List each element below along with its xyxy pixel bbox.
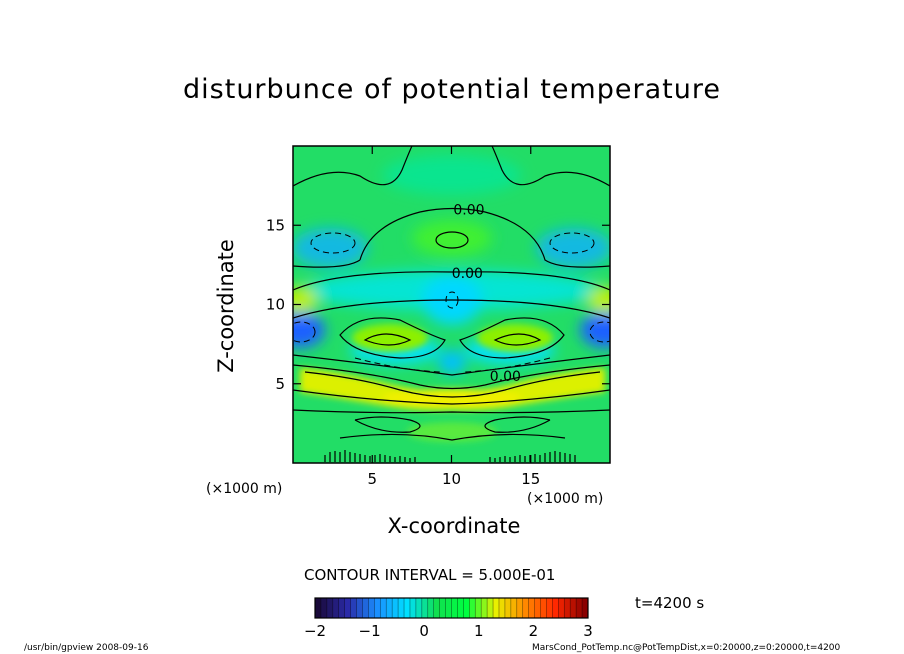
- colorbar-tick-label: 2: [529, 622, 539, 640]
- colorbar-segment: [362, 598, 369, 618]
- heatmap-field: [293, 146, 610, 463]
- colorbar-segment: [315, 598, 322, 618]
- colorbar-segment: [368, 598, 375, 618]
- colorbar-segment: [386, 598, 393, 618]
- x-unit-left: (×1000 m): [206, 481, 283, 497]
- colorbar-segment: [356, 598, 363, 618]
- y-tick-label: 10: [266, 296, 285, 314]
- y-axis-label: Z-coordinate: [214, 239, 238, 373]
- footer-program-date: /usr/bin/gpview 2008-09-16: [24, 643, 149, 653]
- colorbar-segment: [409, 598, 417, 618]
- negative-contours: [293, 232, 610, 373]
- x-axis-label: X-coordinate: [387, 514, 521, 538]
- colorbar-segment: [570, 598, 577, 618]
- colorbar-segment: [445, 598, 452, 618]
- colorbar-segment: [326, 598, 334, 618]
- chart-title: disturbunce of potential temperature: [183, 74, 721, 105]
- colorbar-segment: [576, 598, 583, 618]
- contour-label: 0.00: [452, 266, 483, 282]
- colorbar-segment: [439, 598, 447, 618]
- colorbar-segment: [421, 598, 429, 618]
- contour-lines: [293, 146, 610, 462]
- colorbar-tick-label: −1: [359, 622, 381, 640]
- colorbar-segment: [344, 598, 352, 618]
- colorbar-frame: [314, 597, 589, 619]
- colorbar-segment: [582, 598, 589, 618]
- colorbar-segment: [320, 598, 328, 618]
- colorbar-segment: [350, 598, 358, 618]
- contour-label: 0.00: [490, 369, 521, 385]
- colorbar-segment: [415, 598, 423, 618]
- x-unit-right: (×1000 m): [527, 491, 604, 507]
- colorbar-segment: [374, 598, 381, 618]
- colorbar-segment: [481, 598, 488, 618]
- colorbar-segment: [332, 598, 340, 618]
- x-tick-label: 10: [442, 470, 461, 488]
- colorbar-segment: [338, 598, 346, 618]
- y-tick-label: 5: [275, 375, 285, 393]
- colorbar-segment: [534, 598, 542, 618]
- x-tick-label: 15: [521, 470, 540, 488]
- colorbar-segment: [528, 598, 536, 618]
- colorbar-segment: [457, 598, 464, 618]
- axis-ticks: 5 10 15 5 10 15: [266, 146, 610, 488]
- contour-label: 0.00: [453, 202, 484, 218]
- colorbar-segment: [558, 598, 565, 618]
- colorbar-segment: [433, 598, 441, 618]
- contour-labels: 0.00 0.00 0.00: [452, 202, 521, 384]
- colorbar-tick-label: 3: [583, 622, 593, 640]
- colorbar-segment: [469, 598, 476, 618]
- colorbar-segment: [552, 598, 559, 618]
- colorbar-segment: [427, 598, 435, 618]
- y-tick-label: 15: [266, 216, 285, 234]
- colorbar-segment: [392, 598, 399, 618]
- colorbar-segment: [398, 598, 405, 618]
- contour-interval-text: CONTOUR INTERVAL = 5.000E-01: [304, 566, 556, 584]
- colorbar-segment: [546, 598, 553, 618]
- colorbar-segment: [493, 598, 500, 618]
- colorbar-segment: [487, 598, 494, 618]
- colorbar-tick-label: −2: [304, 622, 326, 640]
- colorbar-segment: [510, 598, 518, 618]
- colorbar-segment: [404, 598, 411, 618]
- colorbar-segment: [451, 598, 458, 618]
- time-label: t=4200 s: [635, 594, 705, 612]
- colorbar-segment: [522, 598, 530, 618]
- colorbar-tick-label: 1: [474, 622, 484, 640]
- colorbar-segment: [475, 598, 482, 618]
- x-tick-label: 5: [367, 470, 377, 488]
- colorbar-segment: [380, 598, 387, 618]
- colorbar-segment: [564, 598, 571, 618]
- colorbar-segment: [463, 598, 470, 618]
- colorbar-tick-label: 0: [419, 622, 429, 640]
- colorbar-segment: [498, 598, 506, 618]
- colorbar: −2 −1 0 1 2 3: [304, 597, 593, 640]
- colorbar-segment: [540, 598, 547, 618]
- colorbar-segment: [504, 598, 512, 618]
- footer-source: MarsCond_PotTemp.nc@PotTempDist,x=0:2000…: [532, 643, 841, 653]
- colorbar-segment: [516, 598, 524, 618]
